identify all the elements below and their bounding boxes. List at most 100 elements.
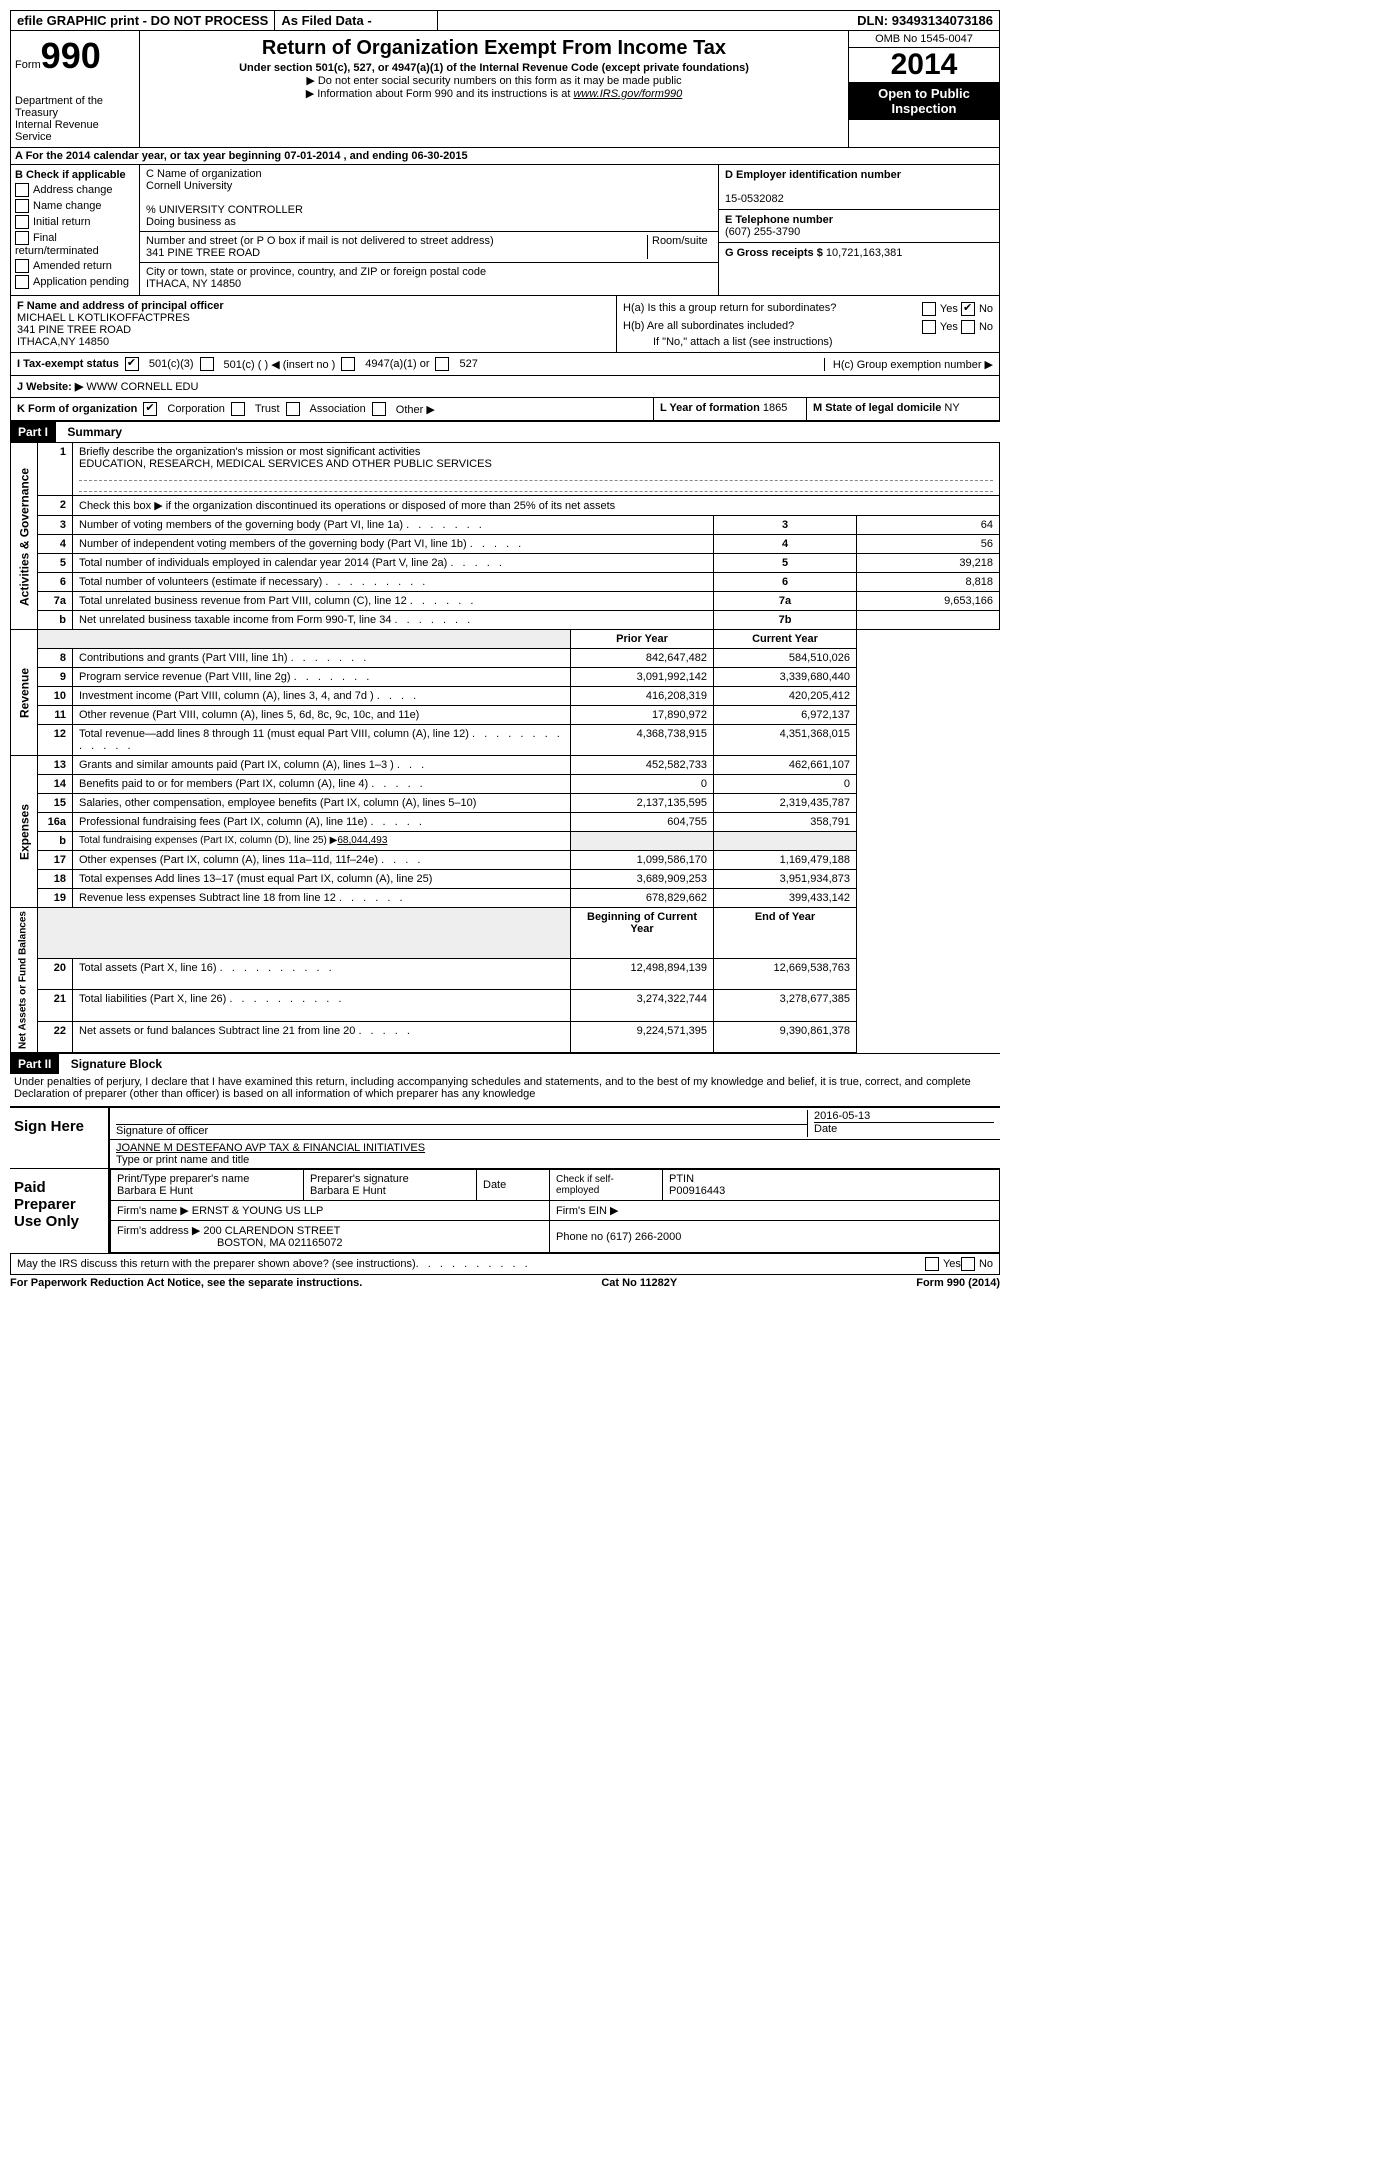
prep-name-label: Print/Type preparer's name [117,1173,249,1185]
discuss-yes[interactable] [925,1257,939,1271]
officer-name-value: JOANNE M DESTEFANO AVP TAX & FINANCIAL I… [116,1142,994,1154]
side-governance: Activities & Governance [11,443,38,630]
open-public-2: Inspection [891,101,956,116]
footer-mid: Cat No 11282Y [601,1277,677,1289]
firm-name-label: Firm's name ▶ [117,1205,189,1217]
col-f: F Name and address of principal officer … [11,296,617,352]
gov-row-7b: bNet unrelated business taxable income f… [11,611,1000,630]
form-title: Return of Organization Exempt From Incom… [150,37,838,60]
part1-header-row: Part I Summary [10,421,1000,442]
type-name-label: Type or print name and title [116,1154,994,1166]
exp-row-17: 17Other expenses (Part IX, column (A), l… [11,851,1000,870]
tax-year: 2014 [849,48,999,82]
phone-value: (617) 266-2000 [606,1231,681,1243]
hb-yes[interactable] [922,320,936,334]
ptin-value: P00916443 [669,1185,725,1197]
part1-title: Summary [59,422,130,442]
chk-assoc[interactable] [286,402,300,416]
net-row-22: 22Net assets or fund balances Subtract l… [11,1021,1000,1052]
net-headers-row: Net Assets or Fund BalancesBeginning of … [11,908,1000,959]
section-bcd: B Check if applicable Address change Nam… [10,165,1000,296]
year-cell: OMB No 1545-0047 2014 Open to PublicInsp… [848,31,999,147]
self-employed-check[interactable]: Check if self-employed [556,1174,614,1196]
line1-text: EDUCATION, RESEARCH, MEDICAL SERVICES AN… [79,458,492,470]
net-row-21: 21Total liabilities (Part X, line 26) . … [11,990,1000,1021]
ptin-label: PTIN [669,1173,694,1185]
irs-label: Internal Revenue Service [15,119,135,143]
chk-amended-return[interactable]: Amended return [15,259,135,273]
info-prefix: ▶ Information about Form 990 and its ins… [306,88,574,100]
care-of: % UNIVERSITY CONTROLLER [146,204,712,216]
firm-name: ERNST & YOUNG US LLP [192,1205,324,1217]
sig-date: 2016-05-13 [814,1110,870,1122]
chk-trust[interactable] [231,402,245,416]
chk-other[interactable] [372,402,386,416]
hb-note: If "No," attach a list (see instructions… [623,336,993,348]
rev-row-11: 11Other revenue (Part VIII, column (A), … [11,706,1000,725]
officer-label: F Name and address of principal officer [17,300,224,312]
form-subtitle: Under section 501(c), 527, or 4947(a)(1)… [150,62,838,74]
rev-row-9: 9Program service revenue (Part VIII, lin… [11,668,1000,687]
chk-initial-return[interactable]: Initial return [15,215,135,229]
firm-addr2: BOSTON, MA 021165072 [117,1237,343,1249]
hc-label: H(c) Group exemption number ▶ [824,358,993,371]
tax-year-begin: 07-01-2014 [284,150,340,162]
website-value: WWW CORNELL EDU [86,381,198,393]
chk-application-pending[interactable]: Application pending [15,275,135,289]
part2-header: Part II [10,1054,59,1074]
paid-preparer-label: Paid Preparer Use Only [10,1169,110,1253]
efile-label: efile GRAPHIC print - DO NOT PROCESS [11,11,274,30]
sig-date-label: Date [814,1123,837,1135]
gov-row-4: 4Number of independent voting members of… [11,535,1000,554]
discuss-no[interactable] [961,1257,975,1271]
gov-row-3: 3Number of voting members of the governi… [11,516,1000,535]
prep-sig: Barbara E Hunt [310,1185,386,1197]
title-cell: Return of Organization Exempt From Incom… [140,31,848,147]
info-link[interactable]: www.IRS.gov/form990 [573,88,682,100]
website-label: J Website: ▶ [17,381,83,393]
section-fh: F Name and address of principal officer … [10,296,1000,353]
part1-header: Part I [10,422,56,442]
ha-no[interactable] [961,302,975,316]
firm-addr1: 200 CLARENDON STREET [203,1225,340,1237]
officer-name: MICHAEL L KOTLIKOFFACTPRES [17,312,190,324]
gross-label: G Gross receipts $ [725,247,823,259]
chk-name-change[interactable]: Name change [15,199,135,213]
chk-527[interactable] [435,357,449,371]
l-value: 1865 [763,402,787,414]
side-revenue: Revenue [11,630,38,756]
chk-4947[interactable] [341,357,355,371]
open-public-1: Open to Public [878,86,970,101]
chk-corp[interactable] [143,402,157,416]
part2-title: Signature Block [63,1054,170,1074]
tel-label: E Telephone number [725,214,833,226]
chk-address-change[interactable]: Address change [15,183,135,197]
ha-yes[interactable] [922,302,936,316]
hb-no[interactable] [961,320,975,334]
ein-value: 15-0532082 [725,193,784,205]
rev-row-8: 8Contributions and grants (Part VIII, li… [11,649,1000,668]
prep-name: Barbara E Hunt [117,1185,193,1197]
org-name: Cornell University [146,180,712,192]
dept-treasury: Department of the Treasury [15,95,135,119]
m-label: M State of legal domicile [813,402,941,414]
form-label: Form [15,59,41,71]
chk-501c[interactable] [200,357,214,371]
tel-value: (607) 255-3790 [725,226,800,238]
rev-row-10: 10Investment income (Part VIII, column (… [11,687,1000,706]
dln-label: DLN: [857,13,888,28]
exp-row-13: Expenses13Grants and similar amounts pai… [11,756,1000,775]
gross-value: 10,721,163,381 [826,247,902,259]
chk-final-return[interactable]: Final return/terminated [15,231,135,257]
sign-here-label: Sign Here [10,1108,110,1168]
side-net: Net Assets or Fund Balances [11,908,38,1053]
ssn-warning: ▶ Do not enter social security numbers o… [150,74,838,87]
exp-row-16b: bTotal fundraising expenses (Part IX, co… [11,832,1000,851]
form-header-block: Form990 Department of the Treasury Inter… [10,31,1000,147]
omb-number: OMB No 1545-0047 [849,31,999,48]
sig-officer-label: Signature of officer [116,1125,208,1137]
org-name-label: C Name of organization [146,168,712,180]
as-filed-label: As Filed Data - [274,11,438,30]
chk-501c3[interactable] [125,357,139,371]
gov-row-7a: 7aTotal unrelated business revenue from … [11,592,1000,611]
